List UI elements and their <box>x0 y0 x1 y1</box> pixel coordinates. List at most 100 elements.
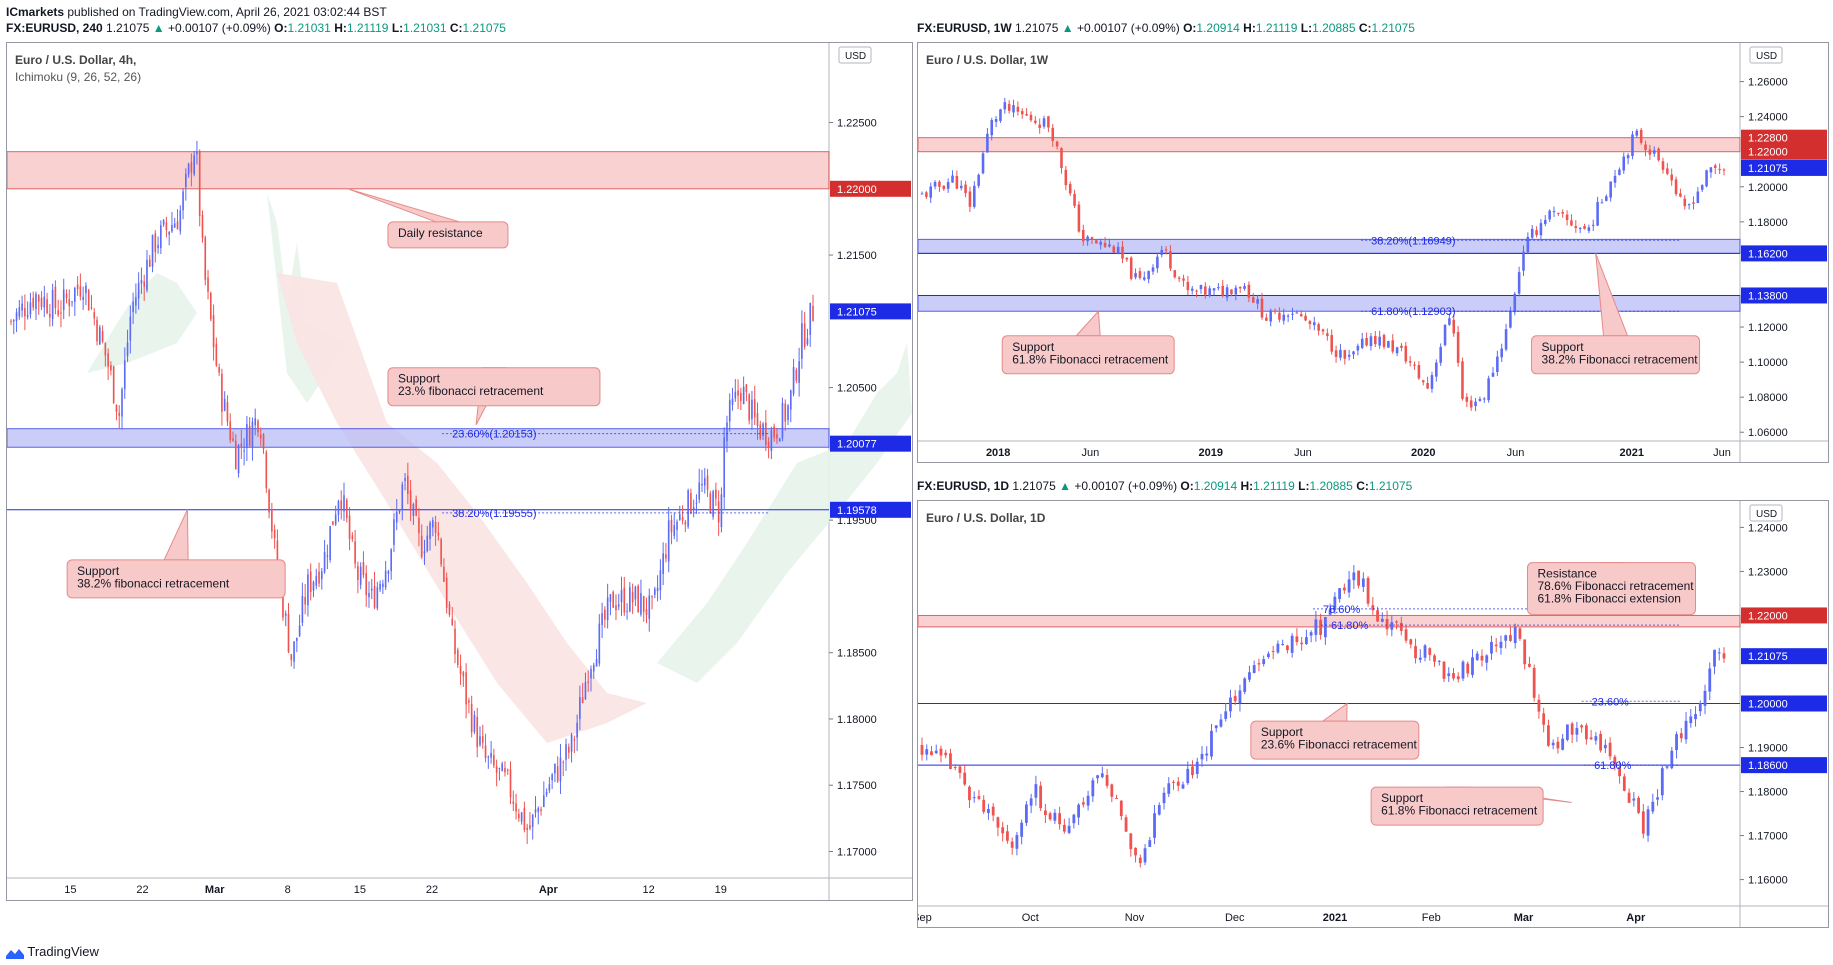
annotation-callout <box>387 367 601 407</box>
candle-body <box>243 450 245 452</box>
chart-svg-4h[interactable]: 23.60%(1.20153) 38.20%(1.19555) Daily resi… <box>7 43 912 900</box>
candle-body <box>1012 105 1015 113</box>
candle-body <box>1195 290 1198 292</box>
candle-body <box>920 193 924 195</box>
y-tick-label: 1.16000 <box>1748 875 1788 887</box>
price-tag-label: 1.21075 <box>1748 651 1788 663</box>
candle-body <box>1594 736 1598 741</box>
candle-body <box>426 535 429 552</box>
candle-body <box>1148 840 1152 847</box>
x-tick-label: Mar <box>205 884 225 896</box>
candle-body <box>1278 312 1281 320</box>
price-tag <box>830 180 911 197</box>
x-tick-label: Jun <box>1294 447 1312 459</box>
annotation-text: 61.8% Fibonacci retracement <box>1381 804 1538 818</box>
candle-body <box>62 289 65 310</box>
candle-body <box>168 231 170 235</box>
candle-body <box>673 525 676 536</box>
candle-body <box>223 398 226 411</box>
candle-body <box>587 681 590 683</box>
candle-body <box>1025 114 1028 116</box>
y-tick-label: 1.21500 <box>837 250 877 262</box>
candle-body <box>1618 767 1621 777</box>
candle-body <box>71 301 73 303</box>
candle-body <box>1696 191 1700 204</box>
candle-body <box>43 296 46 308</box>
candle-body <box>1475 653 1479 661</box>
chart-svg-1w[interactable]: 38.20%(1.16949)61.80%(1.12903)Support61.… <box>918 43 1828 462</box>
candle-body <box>1713 165 1717 168</box>
price-tag <box>1741 159 1827 176</box>
candle-body <box>1589 737 1593 740</box>
candle-body <box>1613 175 1617 183</box>
candle-body <box>1260 298 1264 318</box>
candle-body <box>1522 251 1525 271</box>
candle-body <box>1513 293 1517 313</box>
candle-body <box>1172 781 1175 783</box>
candle-body <box>1068 183 1072 194</box>
candle-body <box>154 233 157 253</box>
y-tick-label: 1.22500 <box>837 118 877 130</box>
header-4h: FX:EURUSD, 240 1.21075 ▲ +0.00107 (+0.09… <box>6 21 506 35</box>
chart-panel-1w[interactable]: 38.20%(1.16949) 61.80%(1.12903) Support 61.… <box>917 42 1829 463</box>
candle-body <box>248 425 251 446</box>
candle-body <box>759 424 762 439</box>
y-tick-label: 1.20000 <box>1748 182 1788 194</box>
candle-body <box>1086 236 1089 242</box>
candle-body <box>1382 334 1386 347</box>
candle-body <box>57 310 59 316</box>
candle-body <box>994 118 998 122</box>
tradingview-footer[interactable]: TradingView <box>6 944 99 959</box>
legend-title-1w: Euro / U.S. Dollar, 1W <box>926 53 1049 67</box>
chart-svg-1d[interactable]: 78.60% 61.80% 23.60% 61.80% Resistance78.6% … <box>918 501 1828 927</box>
annotation-text: Support <box>398 372 441 386</box>
candle-body <box>1081 802 1085 805</box>
candle-body <box>751 399 753 420</box>
change-1d: +0.00107 (+0.09%) <box>1074 479 1178 493</box>
candle-body <box>221 373 223 412</box>
candle-body <box>484 745 487 759</box>
candle-body <box>1404 629 1408 641</box>
chart-panel-4h[interactable]: 23.60%(1.20153) 38.20%(1.19555) Daily resi… <box>6 42 913 901</box>
candle-body <box>1234 287 1238 295</box>
candle-body <box>1369 336 1373 347</box>
y-tick-label: 1.17500 <box>837 780 877 792</box>
candle-body <box>1286 645 1289 651</box>
x-tick-label: Jun <box>1713 447 1731 459</box>
candle-body <box>237 445 240 474</box>
candle-body <box>1281 644 1285 646</box>
candle-body <box>1679 733 1683 739</box>
candle-body <box>176 221 179 230</box>
annotation-callout <box>1001 335 1175 375</box>
chart-panel-1d[interactable]: 78.60% 61.80% 23.60% 61.80% Resistance 78.6% … <box>917 500 1829 928</box>
candle-body <box>570 734 573 752</box>
candle-body <box>234 440 237 470</box>
candle-body <box>590 668 592 679</box>
candle-body <box>329 526 331 560</box>
candle-body <box>720 494 723 528</box>
candle-body <box>1295 636 1299 643</box>
y-tick-label: 1.24000 <box>1748 522 1788 534</box>
price-tag-label: 1.21075 <box>837 306 877 318</box>
candle-body <box>74 288 76 302</box>
candle-body <box>262 434 265 449</box>
candle-body <box>1722 653 1726 659</box>
candle-body <box>999 109 1002 121</box>
candle-body <box>1400 345 1403 348</box>
candle-body <box>942 185 946 189</box>
candle-body <box>629 587 631 612</box>
candle-body <box>795 369 798 381</box>
candle-body <box>1129 833 1133 850</box>
candle-body <box>373 586 376 608</box>
candle-body <box>1243 286 1246 289</box>
candle-body <box>1485 655 1489 663</box>
candle-body <box>1096 775 1099 779</box>
candle-body <box>443 566 445 582</box>
candle-body <box>712 491 714 517</box>
candle-body <box>1300 642 1304 645</box>
candle-body <box>1321 329 1325 332</box>
last-4h: 1.21075 <box>106 21 150 35</box>
candle-body <box>1414 646 1417 659</box>
candle-body <box>1530 228 1534 238</box>
candle-body <box>1347 354 1351 357</box>
